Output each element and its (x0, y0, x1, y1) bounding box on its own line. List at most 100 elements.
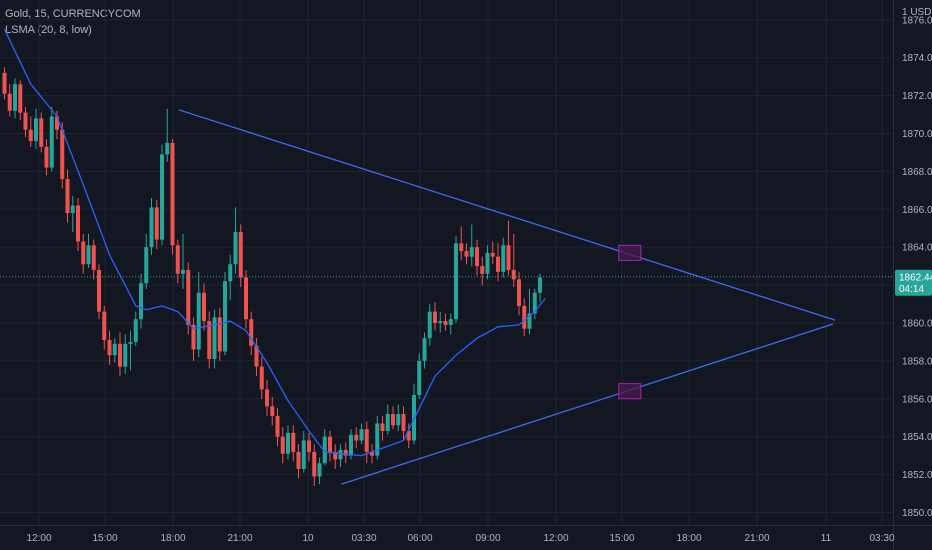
candle-body (443, 321, 448, 325)
candle-body (527, 313, 532, 329)
candle-body (149, 207, 154, 248)
price-tick-label: 1858.00 (902, 356, 932, 367)
candle-body (70, 205, 75, 214)
candle-body (349, 434, 353, 456)
candle-body (475, 247, 479, 267)
candle-body (490, 252, 495, 257)
candle-body (480, 266, 485, 274)
candle-body (139, 283, 143, 320)
candle-body (464, 250, 469, 257)
candle-body (160, 154, 164, 240)
time-tick-label: 10 (302, 533, 314, 544)
time-tick-label: 18:00 (160, 533, 185, 544)
candle-body (333, 451, 338, 460)
candle-body (459, 243, 464, 251)
candle-body (296, 451, 301, 469)
candle-body (370, 451, 374, 456)
candle-body (207, 321, 212, 360)
candle-body (13, 84, 17, 111)
candle-body (244, 277, 248, 320)
trendline[interactable] (178, 109, 836, 321)
candle-body (422, 338, 427, 361)
candle-body (23, 112, 28, 130)
time-tick-label: 03:30 (351, 533, 376, 544)
candle-body (212, 317, 217, 360)
candle-body (270, 406, 275, 416)
candle-body (86, 245, 91, 265)
highlight-box[interactable] (618, 244, 642, 261)
candle-body (91, 245, 96, 270)
candle-body (538, 277, 542, 293)
candle-body (39, 118, 44, 147)
highlight-box[interactable] (618, 383, 642, 400)
price-tick-label: 1868.00 (902, 167, 932, 178)
candle-body (18, 84, 23, 113)
candle-body (417, 360, 422, 396)
candle-body (380, 423, 385, 432)
time-tick-label: 21:00 (744, 533, 769, 544)
candle-body (307, 440, 311, 452)
candle-body (317, 463, 322, 477)
candle-body (427, 311, 432, 339)
candle-body (506, 245, 511, 270)
drawings-layer[interactable] (178, 109, 836, 485)
candle-body (469, 247, 474, 257)
candle-body (49, 116, 54, 168)
candle-body (485, 252, 490, 274)
time-tick-label: 15:00 (92, 533, 117, 544)
candle-body (438, 321, 443, 323)
candle-body (60, 129, 65, 179)
candle-body (391, 413, 395, 426)
price-tick-label: 1854.00 (902, 432, 932, 443)
candle-body (254, 345, 259, 367)
time-tick-label: 06:00 (407, 533, 432, 544)
candle-body (517, 279, 521, 306)
candle-body (511, 269, 516, 280)
time-tick-label: 12:00 (543, 533, 568, 544)
candle-body (454, 243, 458, 320)
candle-body (133, 319, 138, 342)
candle-body (28, 129, 33, 142)
candle-body (76, 205, 80, 242)
time-tick-label: 12:00 (26, 533, 51, 544)
candle-body (238, 232, 243, 278)
price-tick-label: 1870.00 (902, 129, 932, 140)
time-tick-label: 09:00 (475, 533, 500, 544)
candle-body (65, 178, 70, 214)
candle-body (202, 292, 206, 322)
candle-body (191, 324, 196, 350)
candle-body (233, 232, 238, 265)
currency-label[interactable]: 1 USD (902, 7, 931, 18)
candle-body (128, 341, 133, 344)
candle-body (123, 343, 128, 367)
candle-body (359, 429, 364, 441)
candle-body (144, 247, 149, 284)
lsma-layer (0, 29, 893, 457)
candle-body (217, 317, 222, 352)
candle-body (401, 413, 406, 432)
candle-body (249, 319, 254, 346)
candle-body (338, 449, 343, 460)
candle-body (55, 116, 59, 130)
time-tick-label: 11 (821, 533, 832, 544)
price-tick-label: 1876.00 (902, 15, 932, 26)
price-tick-label: 1864.00 (902, 243, 932, 254)
candle-body (81, 241, 86, 265)
candle-body (385, 413, 390, 432)
price-tick-label: 1866.00 (902, 205, 932, 216)
candle-body (107, 340, 112, 356)
price-tick-label: 1874.00 (902, 53, 932, 64)
trendline[interactable] (341, 323, 834, 485)
candle-body (396, 413, 401, 426)
price-tick-label: 1856.00 (902, 394, 932, 405)
candle-body (44, 146, 49, 168)
candle-body (280, 436, 285, 454)
price-badge-value: 1862.44 (899, 272, 932, 283)
candle-body (448, 319, 453, 325)
time-tick-label: 15:00 (609, 533, 634, 544)
candle-body (322, 436, 327, 464)
candle-body (286, 432, 290, 454)
candle-body (406, 431, 411, 441)
